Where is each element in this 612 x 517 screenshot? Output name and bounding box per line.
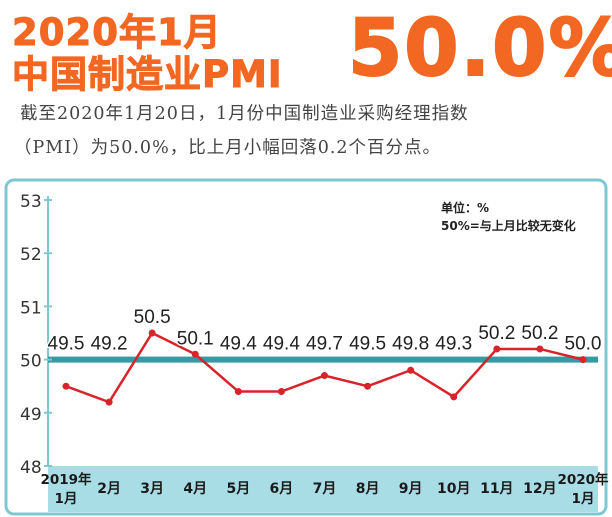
headline: 2020年1月 中国制造业PMI 50.0% — [0, 0, 612, 97]
description-line-1: 截至2020年1月20日，1月份中国制造业采购经理指数 — [20, 104, 469, 124]
data-point — [579, 356, 587, 364]
x-tick-label-month: 1月 — [55, 491, 78, 507]
data-label: 49.4 — [220, 334, 257, 355]
x-tick-label-month: 1月 — [572, 491, 595, 507]
headline-subject: 中国制造业PMI — [12, 53, 283, 97]
x-tick-label: 4月 — [183, 481, 207, 497]
headline-value: 50.0% — [347, 3, 612, 95]
pmi-chart: 49.5 49.2 50.5 50.1 49.4 49.4 49.7 49.5 49.8 49.3… — [0, 178, 612, 517]
unit-annotation: 单位：% — [441, 200, 489, 215]
x-tick-label: 10月 — [437, 481, 470, 497]
y-tick-label: 50 — [20, 352, 42, 372]
data-point — [234, 388, 242, 396]
data-point — [450, 393, 458, 401]
pmi-chart-svg: 49.5 49.2 50.5 50.1 49.4 49.4 49.7 49.5 49.8 49.3… — [4, 178, 609, 516]
data-label: 49.7 — [306, 334, 343, 355]
y-tick-label: 51 — [20, 298, 42, 318]
data-label: 49.5 — [48, 334, 85, 355]
x-tick-label: 6月 — [270, 481, 294, 497]
data-point — [536, 345, 544, 353]
y-tick-label: 49 — [20, 405, 42, 425]
x-tick-label: 2月 — [97, 481, 121, 497]
x-tick-label: 9月 — [399, 481, 423, 497]
data-label: 50.1 — [177, 328, 214, 349]
x-tick-label-year: 2020年 — [557, 471, 609, 488]
data-point — [321, 372, 328, 380]
data-label: 50.2 — [478, 323, 515, 344]
data-point — [191, 350, 199, 358]
data-point — [148, 329, 156, 337]
y-tick-label: 52 — [20, 245, 42, 265]
note-annotation: 50%=与上月比较无变化 — [441, 218, 576, 233]
x-tick-label: 5月 — [226, 481, 250, 497]
data-label: 50.5 — [134, 307, 171, 328]
y-tick-label: 48 — [20, 458, 42, 478]
data-point — [62, 382, 70, 390]
reference-line — [48, 356, 598, 363]
data-point — [277, 388, 285, 396]
data-label: 49.3 — [435, 334, 472, 355]
data-label: 50.2 — [521, 323, 558, 344]
data-label: 49.4 — [263, 334, 300, 355]
data-label: 49.8 — [392, 334, 429, 355]
x-axis-band — [48, 466, 598, 512]
data-point — [493, 345, 501, 353]
y-tick-label: 53 — [20, 192, 42, 212]
data-point — [105, 398, 113, 406]
data-label: 49.5 — [349, 334, 386, 355]
data-point — [407, 366, 415, 374]
x-tick-label: 11月 — [480, 481, 513, 497]
chart-frame — [4, 178, 608, 516]
data-label: 50.0 — [565, 334, 602, 355]
x-tick-label: 12月 — [523, 481, 556, 497]
x-tick-label: 7月 — [313, 481, 337, 497]
x-tick-label: 3月 — [140, 481, 164, 497]
x-tick-label-year: 2019年 — [40, 471, 92, 488]
description-line-2: （PMI）为50.0%，比上月小幅回落0.2个百分点。 — [14, 138, 442, 158]
headline-date: 2020年1月 — [12, 11, 222, 55]
data-label: 49.2 — [91, 334, 128, 355]
data-point — [364, 382, 372, 390]
x-tick-label: 8月 — [356, 481, 380, 497]
